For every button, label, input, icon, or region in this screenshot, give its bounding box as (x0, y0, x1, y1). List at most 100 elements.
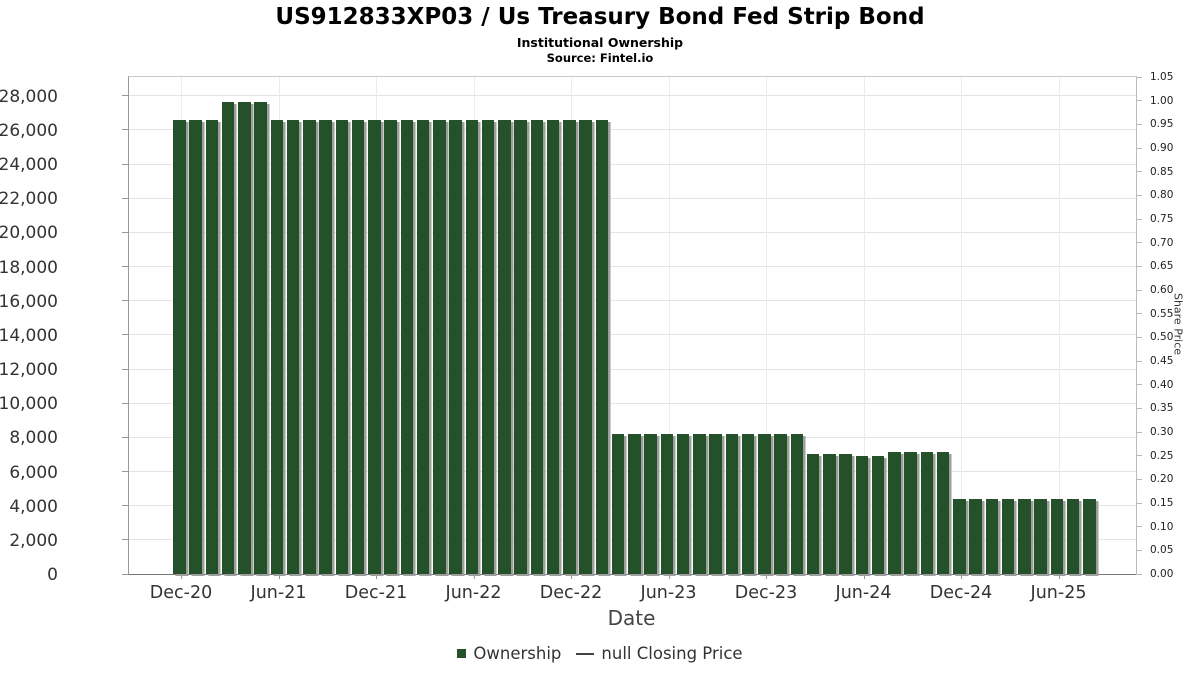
ownership-bar[interactable] (189, 119, 202, 574)
v-gridline (863, 77, 865, 574)
legend-price-item[interactable]: null Closing Price (601, 644, 743, 663)
ownership-bar[interactable] (335, 119, 348, 574)
ownership-bar[interactable] (1050, 498, 1063, 574)
ownership-bar[interactable] (303, 119, 316, 574)
ownership-bar[interactable] (221, 101, 235, 574)
right-tick-label: 0.35 (1150, 402, 1174, 415)
ownership-bar[interactable] (871, 456, 885, 574)
ownership-bar[interactable] (286, 119, 300, 574)
ownership-bar[interactable] (676, 433, 690, 574)
ownership-bar[interactable] (400, 119, 413, 574)
left-tick-mark (122, 197, 129, 199)
ownership-bar[interactable] (514, 119, 527, 574)
ownership-bar[interactable] (920, 451, 933, 574)
ownership-bar[interactable] (806, 454, 820, 574)
right-tick-mark (1136, 455, 1142, 457)
ownership-bar[interactable] (433, 119, 446, 574)
right-tick-label: 0.60 (1150, 284, 1174, 296)
ownership-bar[interactable] (1066, 498, 1080, 574)
ownership-bar[interactable] (595, 119, 608, 574)
right-tick-mark (1136, 171, 1142, 173)
left-tick-mark (122, 129, 129, 131)
ownership-bar[interactable] (644, 433, 657, 574)
ownership-bar[interactable] (611, 433, 625, 574)
left-tick-mark (122, 436, 129, 438)
h-gridline (129, 197, 1136, 199)
ownership-bar[interactable] (563, 119, 576, 574)
left-tick-label: 16,000 (0, 291, 58, 312)
ownership-bar[interactable] (498, 119, 511, 574)
ownership-swatch-icon (457, 649, 467, 658)
right-tick-mark (1136, 502, 1142, 504)
left-tick-label: 28,000 (0, 86, 58, 107)
ownership-bar[interactable] (969, 498, 982, 574)
ownership-bar[interactable] (416, 119, 430, 574)
left-tick-mark (122, 471, 129, 473)
ownership-bar[interactable] (888, 451, 901, 574)
price-line-icon (576, 652, 595, 655)
right-tick-label: 0.70 (1150, 236, 1174, 249)
left-tick-mark (122, 95, 129, 97)
ownership-bar[interactable] (546, 119, 560, 574)
right-axis-title: Share Price (1171, 292, 1185, 356)
ownership-bar[interactable] (628, 433, 641, 574)
ownership-bar[interactable] (319, 119, 332, 574)
right-tick-mark (1136, 76, 1142, 78)
ownership-bar[interactable] (660, 433, 673, 574)
right-tick-label: 0.80 (1150, 189, 1174, 202)
ownership-bar[interactable] (1034, 498, 1047, 574)
ownership-bar[interactable] (1001, 498, 1015, 574)
right-tick-label: 0.55 (1150, 307, 1174, 320)
ownership-bar[interactable] (205, 119, 218, 574)
x-tick-label: Dec-20 (149, 583, 213, 603)
left-tick-label: 0 (47, 565, 58, 585)
ownership-bar[interactable] (1083, 498, 1096, 574)
ownership-bar[interactable] (530, 119, 543, 574)
ownership-bar[interactable] (693, 433, 706, 574)
right-tick-label: 0.15 (1150, 497, 1174, 509)
ownership-bar[interactable] (238, 101, 251, 574)
ownership-bar[interactable] (774, 433, 787, 574)
right-tick-mark (1136, 313, 1142, 315)
x-tick-mark (961, 574, 962, 579)
ownership-bar[interactable] (481, 119, 495, 574)
ownership-bar[interactable] (465, 119, 478, 574)
ownership-bar[interactable] (579, 119, 592, 574)
right-tick-mark (1136, 242, 1142, 244)
right-tick-mark (1136, 360, 1142, 362)
ownership-bar[interactable] (758, 433, 771, 574)
right-tick-label: 0.25 (1150, 449, 1174, 462)
right-tick-label: 0.75 (1150, 213, 1174, 225)
ownership-bar[interactable] (985, 498, 998, 574)
right-tick-mark (1136, 478, 1142, 480)
ownership-bar[interactable] (368, 119, 381, 574)
ownership-bar[interactable] (953, 498, 966, 574)
ownership-bar[interactable] (351, 119, 365, 574)
h-gridline (129, 402, 1136, 404)
ownership-bar[interactable] (384, 119, 397, 574)
ownership-bar[interactable] (173, 119, 186, 574)
ownership-bar[interactable] (855, 456, 868, 574)
ownership-bar[interactable] (904, 451, 917, 574)
x-tick-mark (668, 574, 670, 579)
ownership-bar[interactable] (725, 433, 738, 574)
ownership-bar[interactable] (1018, 498, 1031, 574)
ownership-bar[interactable] (449, 119, 462, 574)
ownership-bar[interactable] (790, 433, 803, 574)
right-tick-mark (1136, 289, 1142, 291)
ownership-bar[interactable] (741, 433, 755, 574)
ownership-bar[interactable] (254, 101, 267, 574)
left-tick-label: 24,000 (0, 155, 58, 176)
right-tick-mark (1136, 265, 1142, 267)
h-gridline (129, 266, 1136, 268)
legend-ownership-item[interactable]: Ownership (473, 644, 562, 663)
x-tick-mark (376, 574, 377, 579)
ownership-bar[interactable] (709, 433, 722, 574)
ownership-bar[interactable] (839, 454, 852, 574)
ownership-bar[interactable] (823, 454, 836, 574)
x-tick-mark (473, 574, 475, 579)
ownership-bar[interactable] (270, 119, 283, 574)
left-tick-label: 6,000 (9, 462, 58, 483)
ownership-bar[interactable] (936, 451, 950, 574)
